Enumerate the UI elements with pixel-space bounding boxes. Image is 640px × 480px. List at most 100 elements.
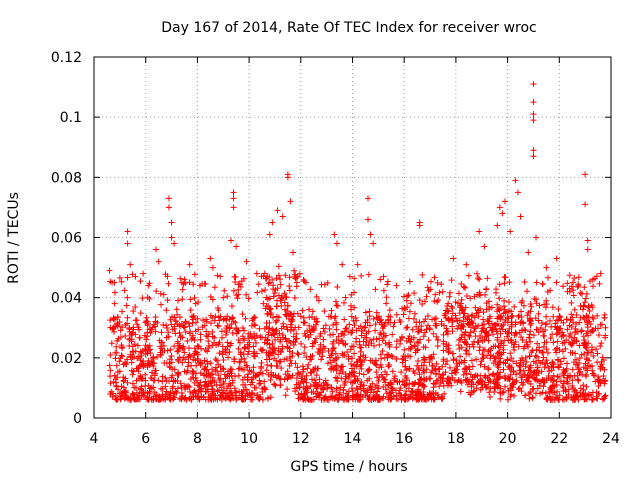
data-point — [513, 330, 520, 337]
data-point — [518, 374, 525, 381]
data-point — [327, 331, 334, 338]
data-point — [541, 364, 548, 371]
data-point — [342, 294, 349, 301]
data-point — [251, 384, 258, 391]
data-point — [549, 383, 556, 390]
data-point — [557, 361, 564, 368]
data-point — [560, 384, 567, 391]
data-point — [114, 323, 121, 330]
data-point — [473, 356, 480, 363]
data-point — [244, 390, 251, 397]
data-point — [207, 312, 214, 319]
data-point — [453, 357, 460, 364]
data-point — [524, 288, 531, 295]
data-point — [106, 362, 113, 369]
data-point — [291, 385, 298, 392]
data-point — [292, 360, 299, 367]
data-point — [354, 396, 361, 403]
data-point — [343, 325, 350, 332]
data-point — [216, 350, 223, 357]
data-point — [448, 315, 455, 322]
data-point — [113, 362, 120, 369]
data-point — [413, 319, 420, 326]
data-point — [571, 275, 578, 282]
data-point — [544, 288, 551, 295]
data-point — [595, 383, 602, 390]
data-point — [531, 375, 538, 382]
data-point — [202, 388, 209, 395]
data-point — [549, 376, 556, 383]
data-point — [309, 352, 316, 359]
data-point — [475, 275, 482, 282]
data-point — [432, 320, 439, 327]
data-point — [528, 349, 535, 356]
data-point — [440, 331, 447, 338]
data-point — [132, 317, 139, 324]
data-point — [292, 336, 299, 343]
data-point — [255, 395, 262, 402]
data-point — [388, 385, 395, 392]
data-point — [494, 222, 501, 229]
data-point — [185, 382, 192, 389]
data-point — [516, 329, 523, 336]
data-point — [500, 310, 507, 317]
data-point — [533, 353, 540, 360]
data-point — [282, 335, 289, 342]
data-point — [243, 258, 250, 265]
data-point — [301, 350, 308, 357]
data-point — [563, 316, 570, 323]
data-point — [571, 359, 578, 366]
data-point — [179, 286, 186, 293]
data-point — [426, 375, 433, 382]
data-point — [413, 392, 420, 399]
data-point — [107, 367, 114, 374]
data-point — [418, 323, 425, 330]
data-point — [386, 341, 393, 348]
data-point — [146, 388, 153, 395]
data-point — [592, 378, 599, 385]
data-point — [345, 396, 352, 403]
data-point — [376, 335, 383, 342]
data-point — [471, 314, 478, 321]
data-point — [448, 370, 455, 377]
data-point — [466, 363, 473, 370]
data-point — [515, 343, 522, 350]
data-point — [187, 375, 194, 382]
data-point — [510, 368, 517, 375]
data-point — [315, 394, 322, 401]
data-point — [590, 283, 597, 290]
data-point — [340, 386, 347, 393]
data-point — [406, 380, 413, 387]
data-point — [469, 311, 476, 318]
data-point — [314, 318, 321, 325]
data-point — [124, 228, 131, 235]
data-point — [283, 355, 290, 362]
data-point — [493, 381, 500, 388]
data-point — [504, 375, 511, 382]
data-point — [197, 336, 204, 343]
data-point — [514, 189, 521, 196]
data-point — [220, 357, 227, 364]
data-point — [572, 350, 579, 357]
x-tick-label: 20 — [499, 431, 517, 447]
data-point — [128, 367, 135, 374]
y-tick-label: 0.02 — [51, 351, 82, 367]
data-point — [212, 313, 219, 320]
data-point — [467, 371, 474, 378]
data-point — [278, 349, 285, 356]
data-point — [321, 308, 328, 315]
data-point — [408, 388, 415, 395]
data-point — [381, 321, 388, 328]
data-point — [479, 355, 486, 362]
data-point — [292, 339, 299, 346]
data-point — [186, 388, 193, 395]
data-point — [228, 237, 235, 244]
data-point — [312, 390, 319, 397]
data-point — [315, 297, 322, 304]
data-point — [581, 299, 588, 306]
data-point — [362, 354, 369, 361]
data-point — [536, 344, 543, 351]
data-point — [189, 313, 196, 320]
data-point — [251, 314, 258, 321]
data-point — [107, 391, 114, 398]
